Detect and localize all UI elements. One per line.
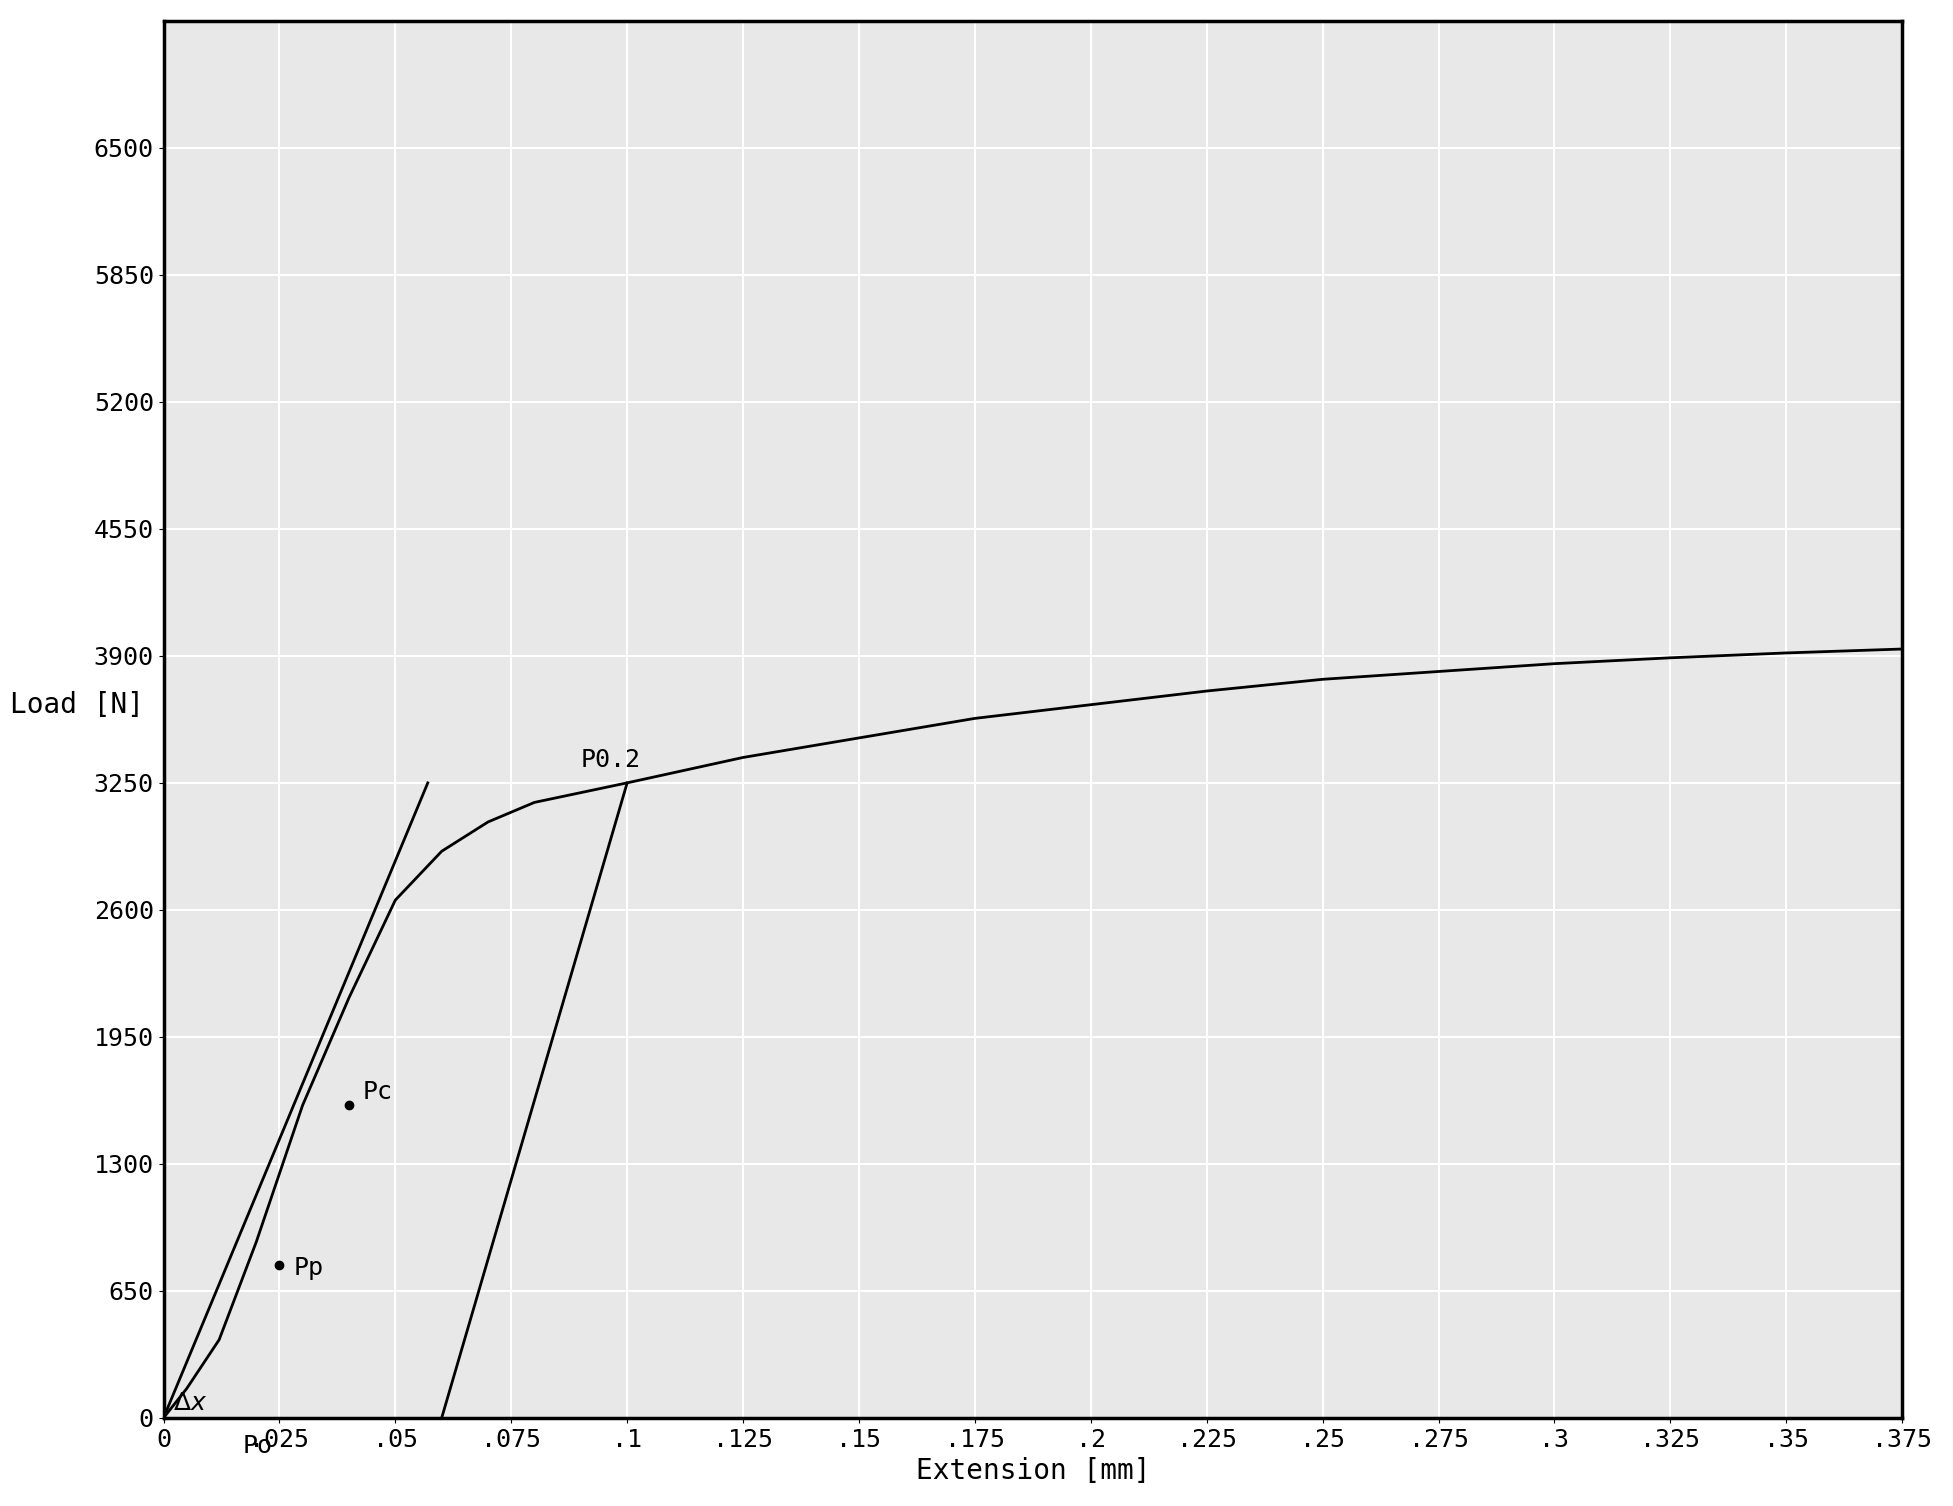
Y-axis label: Load [N]: Load [N] [10, 691, 145, 720]
Text: Pp: Pp [293, 1256, 324, 1280]
X-axis label: Extension [mm]: Extension [mm] [916, 1458, 1150, 1485]
Text: Po: Po [242, 1434, 271, 1458]
Text: P0.2: P0.2 [580, 748, 641, 773]
Text: Pc: Pc [363, 1080, 393, 1104]
Text: $\Delta x$: $\Delta x$ [172, 1392, 207, 1416]
